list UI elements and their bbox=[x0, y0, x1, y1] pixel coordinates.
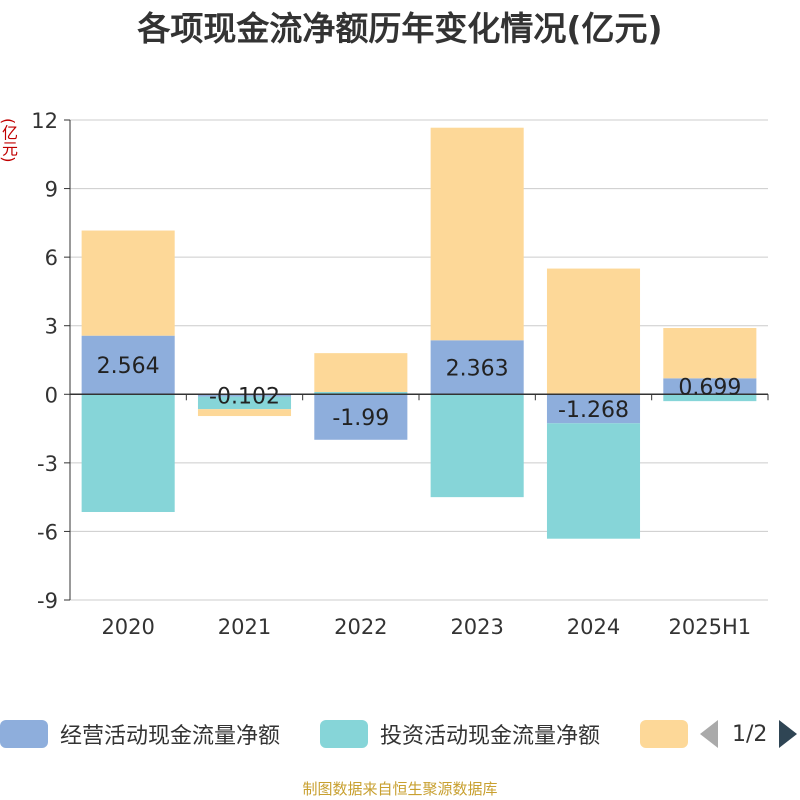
y-tick-label: 3 bbox=[45, 315, 58, 339]
legend-pager: 1/2 bbox=[700, 716, 798, 752]
data-label: -1.268 bbox=[558, 398, 629, 423]
data-label: 2.564 bbox=[97, 354, 160, 379]
legend-label-investing: 投资活动现金流量净额 bbox=[380, 724, 601, 749]
bar-series3-2021 bbox=[197, 409, 292, 417]
legend-item-investing[interactable]: 投资活动现金流量净额 bbox=[320, 716, 600, 752]
bar-series3-2020 bbox=[81, 230, 175, 336]
y-axis-unit-label: (亿元) bbox=[0, 118, 18, 163]
y-tick-label: -6 bbox=[37, 520, 58, 544]
data-label: 0.699 bbox=[678, 375, 741, 400]
bar-series2-2022 bbox=[314, 392, 408, 395]
bar-series1-2020 bbox=[81, 335, 175, 395]
bar-series2-2021 bbox=[197, 396, 292, 410]
bar-series1-2024 bbox=[546, 394, 641, 424]
x-tick-label: 2021 bbox=[218, 615, 271, 639]
legend-item-financing[interactable] bbox=[640, 716, 688, 752]
legend-swatch-operating bbox=[0, 720, 48, 748]
bar-series2-2023 bbox=[430, 394, 524, 498]
data-source-footer: 制图数据来自恒生聚源数据库 bbox=[302, 780, 498, 798]
data-label: -0.102 bbox=[209, 384, 280, 409]
bar-series3-2024 bbox=[546, 268, 641, 395]
data-label: -1.99 bbox=[332, 406, 389, 431]
legend-swatch-financing bbox=[640, 720, 688, 748]
bar-chart: -9 -6 -3 0 3 6 9 12 2020 2021 2022 2023 2024 2025H1 2.… bbox=[31, 109, 769, 639]
bar-series2-2020 bbox=[81, 394, 175, 512]
bar-series3-2025H1 bbox=[663, 328, 757, 379]
legend-label-operating: 经营活动现金流量净额 bbox=[60, 724, 281, 749]
legend-prev-page-icon[interactable] bbox=[700, 720, 718, 748]
bar-series1-2021 bbox=[197, 394, 292, 397]
bar-series1-2023 bbox=[430, 340, 524, 395]
bar-series2-2025H1 bbox=[663, 394, 757, 402]
bar-series3-2023 bbox=[430, 127, 524, 341]
legend-swatch-investing bbox=[320, 720, 368, 748]
x-tick-label: 2023 bbox=[450, 615, 503, 639]
y-tick-label: -3 bbox=[37, 452, 58, 476]
x-tick-label: 2025H1 bbox=[669, 615, 752, 639]
x-tick-label: 2024 bbox=[567, 615, 620, 639]
data-label: 2.363 bbox=[446, 356, 509, 381]
x-tick-label: 2020 bbox=[101, 615, 154, 639]
y-tick-label: 0 bbox=[45, 383, 58, 407]
y-tick-label: 9 bbox=[45, 178, 58, 202]
legend-page-indicator: 1/2 bbox=[732, 721, 768, 747]
bar-series1-2022 bbox=[314, 394, 408, 440]
legend: 经营活动现金流量净额 投资活动现金流量净额 1/2 bbox=[0, 716, 800, 752]
legend-item-operating[interactable]: 经营活动现金流量净额 bbox=[0, 716, 280, 752]
y-tick-label: 12 bbox=[31, 109, 58, 133]
y-tick-label: -9 bbox=[37, 589, 58, 613]
bar-series1-2025H1 bbox=[663, 378, 757, 395]
bar-series3-2022 bbox=[314, 353, 408, 392]
legend-next-page-icon[interactable] bbox=[779, 720, 798, 748]
y-tick-label: 6 bbox=[45, 246, 58, 270]
chart-title: 各项现金流净额历年变化情况(亿元) bbox=[137, 9, 663, 48]
bar-series2-2024 bbox=[546, 423, 641, 539]
x-tick-label: 2022 bbox=[334, 615, 387, 639]
